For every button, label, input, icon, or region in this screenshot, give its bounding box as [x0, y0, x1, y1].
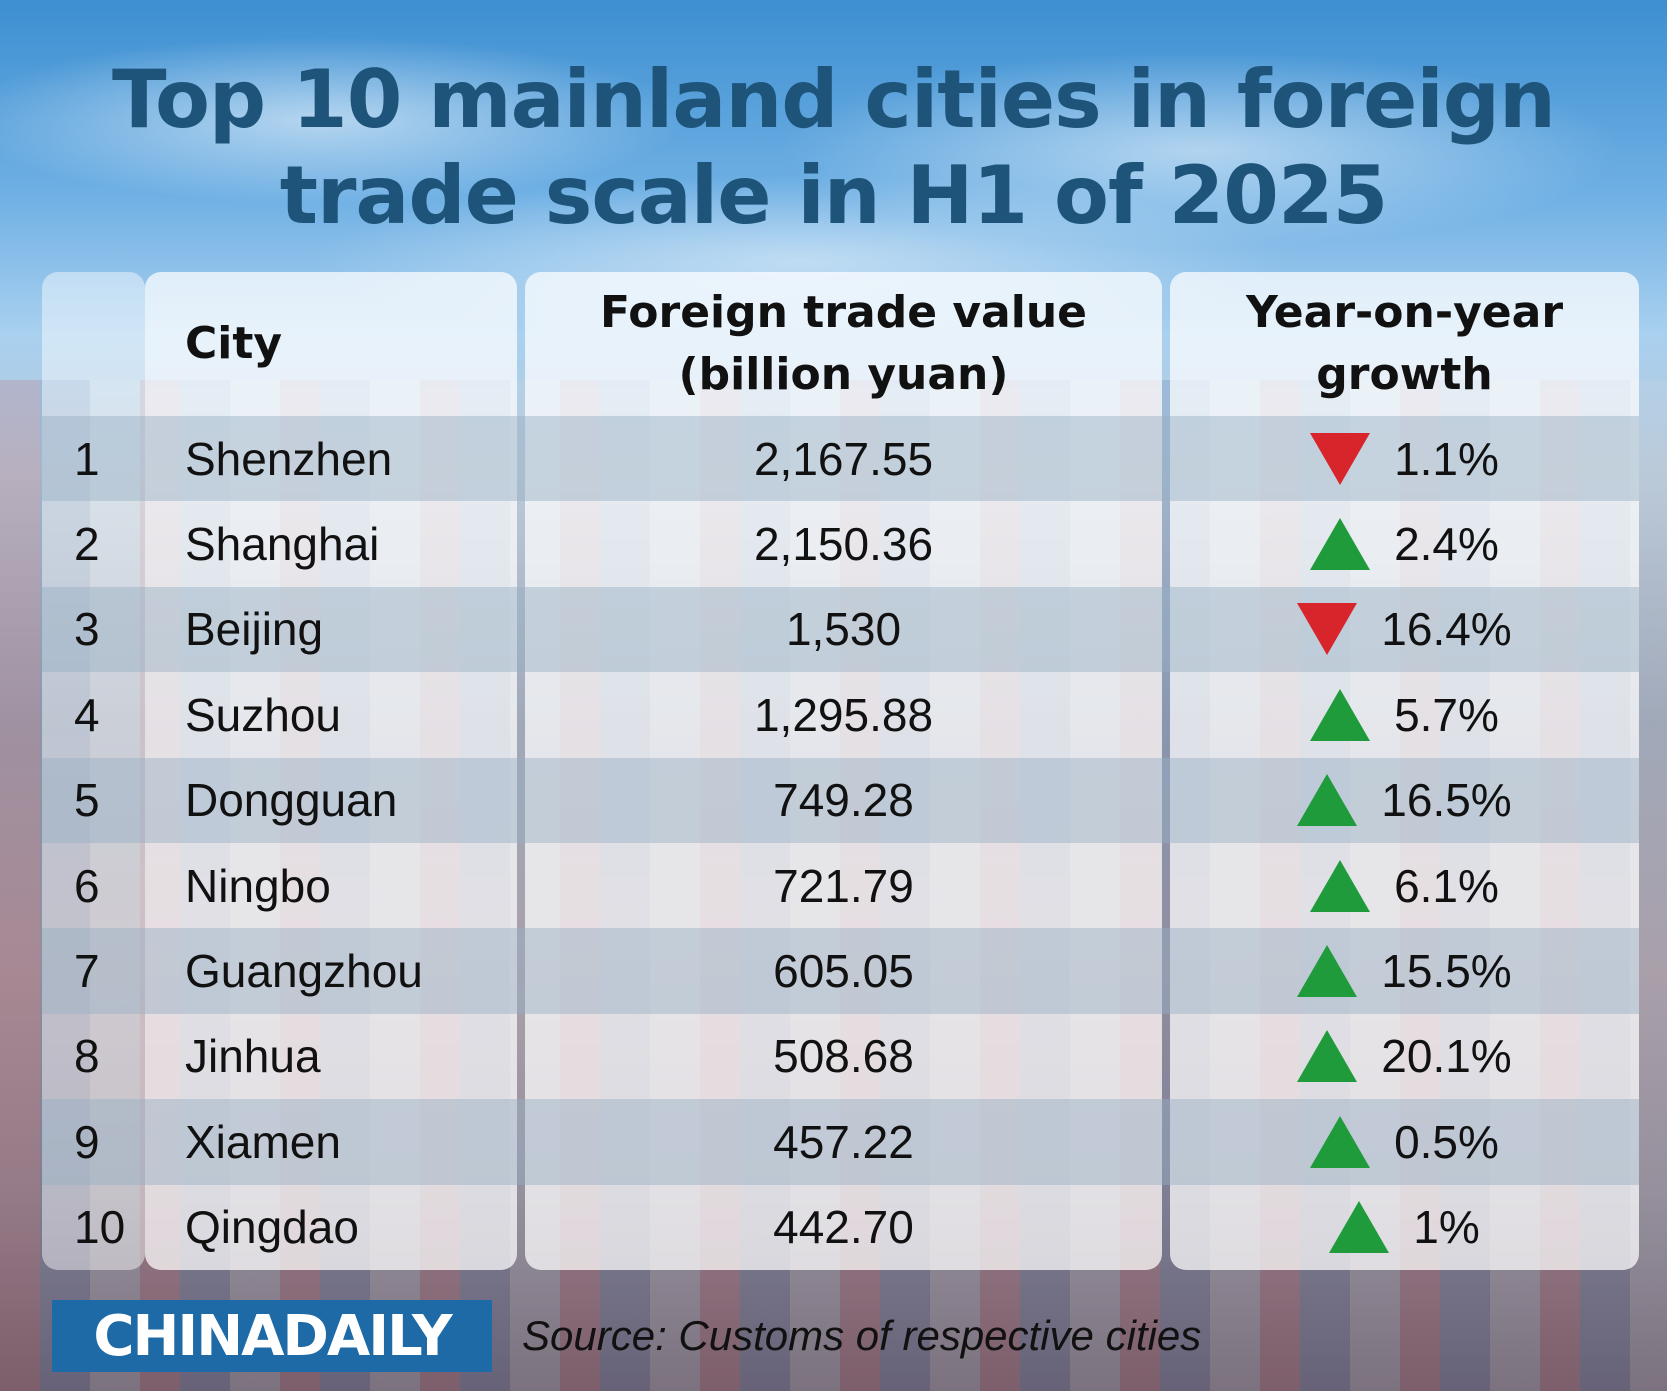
triangle-up-icon — [1297, 945, 1358, 998]
triangle-down-icon — [1297, 603, 1358, 656]
triangle-up-icon — [1310, 518, 1371, 571]
triangle-up-icon — [1297, 1030, 1358, 1083]
city-cell: Qingdao — [185, 1201, 359, 1254]
value-cell: 2,167.55 — [753, 432, 934, 485]
growth-cell: 15.5% — [1170, 928, 1639, 1013]
city-cell: Shanghai — [185, 518, 380, 571]
city-column-panel — [145, 272, 517, 1270]
growth-cell: 0.5% — [1170, 1099, 1639, 1184]
value-cell: 605.05 — [773, 945, 914, 998]
growth-cell: 1% — [1170, 1185, 1639, 1270]
growth-value: 6.1% — [1394, 859, 1499, 912]
growth-value: 16.5% — [1381, 774, 1512, 827]
rank-cell: 6 — [74, 859, 100, 912]
value-cell: 508.68 — [773, 1030, 914, 1083]
growth-cell: 1.1% — [1170, 416, 1639, 501]
table-row: 2 Shanghai 2,150.36 2.4% — [42, 501, 1639, 586]
table-body: 1 Shenzhen 2,167.55 1.1% 2 Shanghai 2,150.36 2.… — [42, 416, 1639, 1270]
rank-cell: 2 — [74, 518, 100, 571]
rank-cell: 9 — [74, 1115, 100, 1168]
city-cell: Xiamen — [185, 1115, 341, 1168]
growth-cell: 6.1% — [1170, 843, 1639, 928]
header-growth: Year-on-year growth — [1245, 287, 1564, 400]
growth-value: 5.7% — [1394, 688, 1499, 741]
growth-cell: 5.7% — [1170, 672, 1639, 757]
triangle-up-icon — [1310, 859, 1371, 912]
city-cell: Ningbo — [185, 859, 331, 912]
city-cell: Beijing — [185, 603, 324, 656]
growth-value: 20.1% — [1381, 1030, 1512, 1083]
table-row: 7 Guangzhou 605.05 15.5% — [42, 928, 1639, 1014]
triangle-up-icon — [1329, 1201, 1390, 1254]
rank-cell: 4 — [74, 688, 100, 741]
value-cell: 1,295.88 — [753, 688, 934, 741]
growth-value: 16.4% — [1381, 603, 1512, 656]
growth-value: 2.4% — [1394, 518, 1499, 571]
value-cell: 721.79 — [773, 859, 914, 912]
table-row: 8 Jinhua 508.68 20.1% — [42, 1014, 1639, 1099]
triangle-up-icon — [1297, 774, 1358, 827]
rank-cell: 3 — [74, 603, 100, 656]
china-daily-logo: CHINADAILY — [52, 1300, 492, 1372]
growth-value: 1% — [1413, 1201, 1480, 1254]
triangle-up-icon — [1310, 688, 1371, 741]
table-row: 6 Ningbo 721.79 6.1% — [42, 843, 1639, 928]
city-cell: Guangzhou — [185, 945, 423, 998]
rank-column-panel — [42, 272, 145, 1270]
table-row: 1 Shenzhen 2,167.55 1.1% — [42, 416, 1639, 502]
value-column-panel — [525, 272, 1162, 1270]
growth-cell: 16.4% — [1170, 587, 1639, 672]
chart-title: Top 10 mainland cities in foreign trade … — [112, 53, 1556, 242]
header-city: City — [185, 318, 283, 369]
city-cell: Shenzhen — [185, 432, 393, 485]
table-header: City Foreign trade value (billion yuan) … — [42, 272, 1639, 416]
growth-cell: 16.5% — [1170, 758, 1639, 843]
table-row: 4 Suzhou 1,295.88 5.7% — [42, 672, 1639, 757]
value-cell: 457.22 — [773, 1115, 914, 1168]
growth-column-panel — [1170, 272, 1639, 1270]
table-row: 9 Xiamen 457.22 0.5% — [42, 1099, 1639, 1185]
rank-cell: 7 — [74, 945, 100, 998]
rank-cell: 5 — [74, 774, 100, 827]
triangle-down-icon — [1310, 432, 1371, 485]
growth-value: 15.5% — [1381, 945, 1512, 998]
table-row: 10 Qingdao 442.70 1% — [42, 1185, 1639, 1270]
city-cell: Suzhou — [185, 688, 342, 741]
value-cell: 2,150.36 — [753, 518, 934, 571]
triangle-up-icon — [1310, 1115, 1371, 1168]
trade-table: City Foreign trade value (billion yuan) … — [42, 272, 1639, 1270]
city-cell: Jinhua — [185, 1030, 321, 1083]
growth-cell: 2.4% — [1170, 501, 1639, 586]
logo-text: CHINADAILY — [93, 1303, 452, 1369]
value-cell: 442.70 — [773, 1201, 914, 1254]
rank-cell: 1 — [74, 432, 100, 485]
table-row: 5 Dongguan 749.28 16.5% — [42, 757, 1639, 843]
source-note: Source: Customs of respective cities — [522, 1312, 1202, 1359]
table-row: 3 Beijing 1,530 16.4% — [42, 586, 1639, 673]
footer: CHINADAILY Source: Customs of respective… — [52, 1300, 1612, 1372]
value-cell: 1,530 — [785, 603, 902, 656]
rank-cell: 10 — [74, 1201, 126, 1254]
rank-cell: 8 — [74, 1030, 100, 1083]
growth-value: 0.5% — [1394, 1115, 1499, 1168]
city-cell: Dongguan — [185, 774, 398, 827]
value-cell: 749.28 — [773, 774, 914, 827]
header-value: Foreign trade value (billion yuan) — [600, 287, 1087, 400]
growth-cell: 20.1% — [1170, 1014, 1639, 1099]
growth-value: 1.1% — [1394, 432, 1499, 485]
